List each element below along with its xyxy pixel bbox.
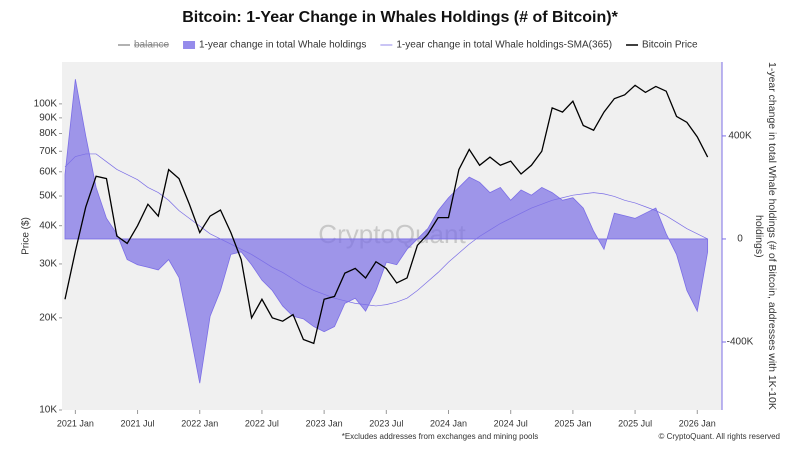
legend-label: 1-year change in total Whale holdings — [199, 40, 366, 51]
footnote: *Excludes addresses from exchanges and m… — [342, 432, 539, 441]
x-tick-label: 2022 Jan — [181, 418, 218, 428]
y-tick-label: 30K — [39, 259, 57, 270]
x-tick-label: 2022 Jul — [245, 418, 279, 428]
y-tick-label: 60K — [39, 166, 57, 177]
credit: © CryptoQuant. All rights reserved — [659, 432, 781, 441]
x-tick-label: 2021 Jul — [121, 418, 155, 428]
legend-swatch — [183, 41, 196, 49]
x-tick-label: 2025 Jan — [554, 418, 591, 428]
x-tick-label: 2023 Jan — [306, 418, 343, 428]
y-axis-title: Price ($) — [21, 217, 32, 255]
y2-tick-label: -400K — [727, 337, 754, 348]
legend-label: balance — [134, 40, 169, 51]
y-tick-label: 10K — [39, 405, 57, 416]
legend-item: Bitcoin Price — [626, 40, 698, 51]
y2-tick-label: 0 — [737, 234, 743, 245]
y-tick-label: 20K — [39, 312, 57, 323]
x-tick-label: 2026 Jan — [679, 418, 716, 428]
x-tick-label: 2021 Jan — [57, 418, 94, 428]
y-tick-label: 90K — [39, 113, 57, 124]
legend-item: balance — [118, 40, 169, 51]
y2-axis-title: 1-year change in total Whale holdings (#… — [753, 62, 778, 410]
y-tick-label: 50K — [39, 191, 57, 202]
x-tick-label: 2023 Jul — [369, 418, 403, 428]
line — [64, 84, 709, 345]
y-tick-label: 40K — [39, 220, 57, 231]
line — [64, 153, 708, 307]
x-tick-label: 2024 Jul — [494, 418, 528, 428]
legend-label: 1-year change in total Whale holdings-SM… — [396, 40, 612, 51]
y-tick-label: 100K — [34, 98, 58, 109]
legend-item: 1-year change in total Whale holdings-SM… — [380, 40, 612, 51]
y-tick-label: 70K — [39, 146, 57, 157]
legend-label: Bitcoin Price — [642, 40, 698, 51]
area — [64, 79, 709, 384]
x-tick-label: 2025 Jul — [618, 418, 652, 428]
legend-item: 1-year change in total Whale holdings — [183, 40, 366, 51]
y-tick-label: 80K — [39, 128, 57, 139]
chart-title: Bitcoin: 1-Year Change in Whales Holding… — [182, 9, 618, 26]
x-tick-label: 2024 Jan — [430, 418, 467, 428]
y2-tick-label: 400K — [728, 131, 752, 142]
